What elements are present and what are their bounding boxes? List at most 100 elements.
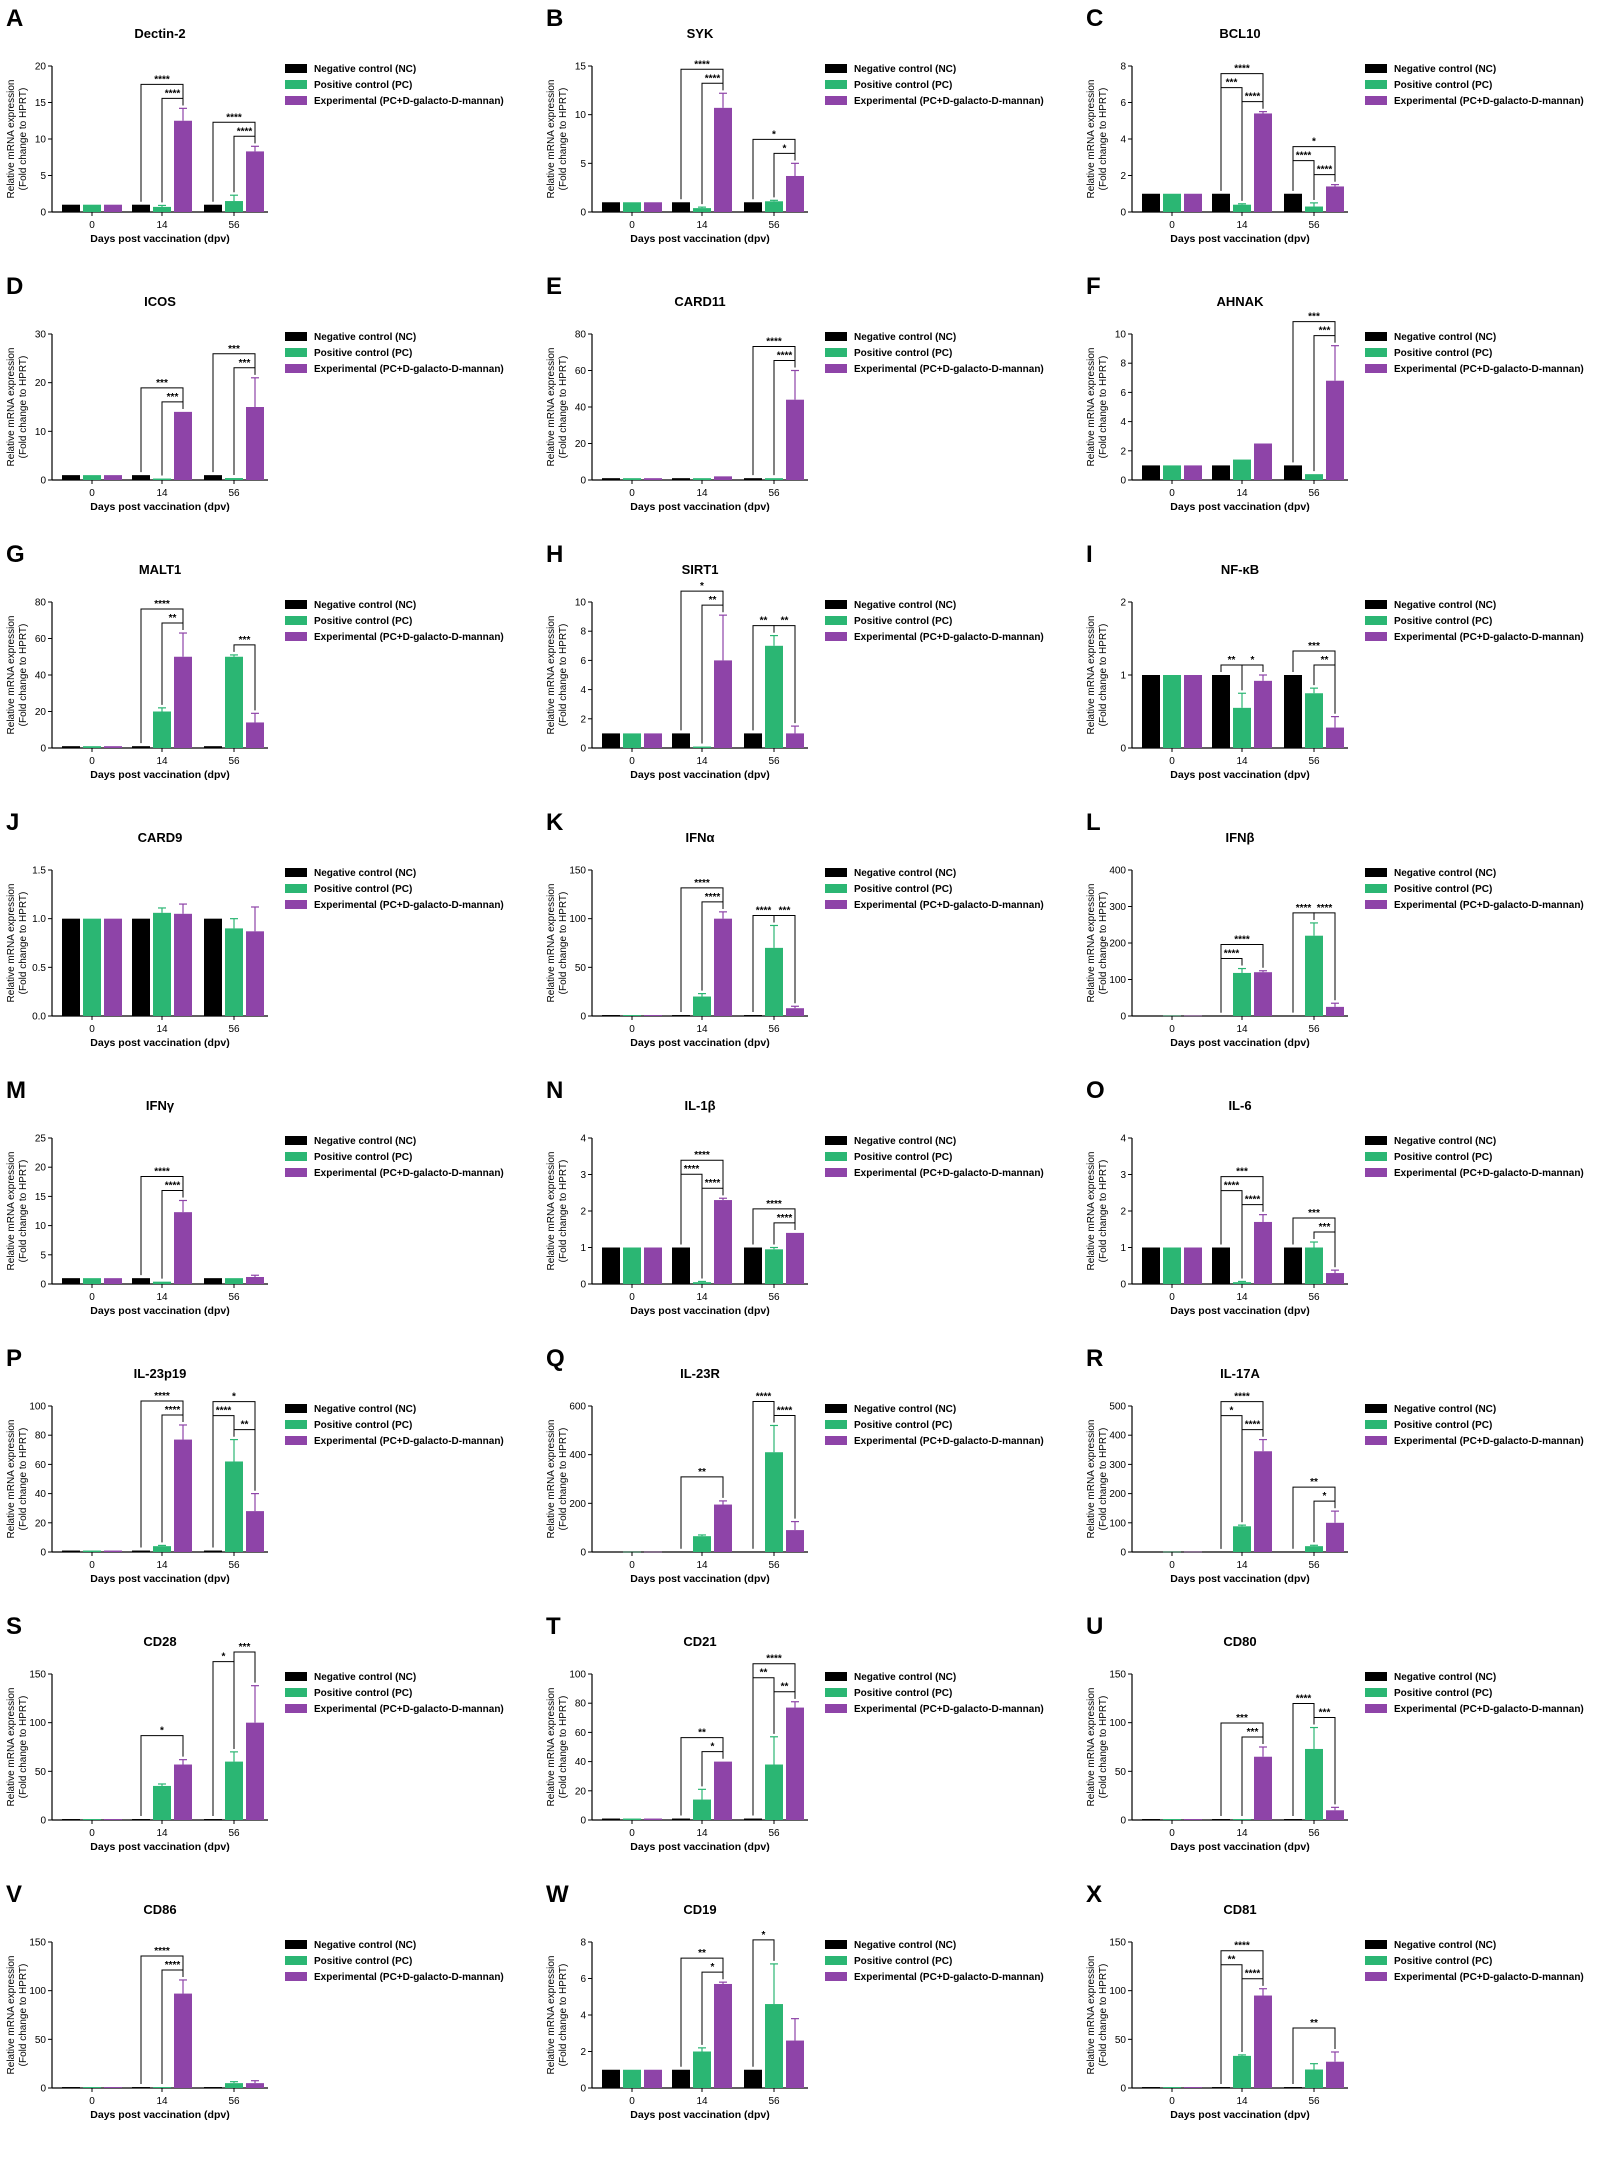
legend-swatch-exp <box>1365 900 1387 909</box>
legend-swatch-exp <box>825 364 847 373</box>
bar-pc-0 <box>1163 1015 1181 1017</box>
y-tick-label: 20 <box>575 439 587 450</box>
bar-exp-14 <box>174 1439 192 1552</box>
bar-exp-56 <box>786 1232 804 1284</box>
significance-bracket <box>233 1429 256 1491</box>
bar-pc-0 <box>623 733 641 748</box>
x-axis-label: Days post vaccination (dpv) <box>90 1573 229 1585</box>
significance-label: ** <box>1228 655 1236 666</box>
legend-label-exp: Experimental (PC+D-galacto-D-mannan) <box>1394 1168 1584 1179</box>
bar-nc-14 <box>672 1818 690 1820</box>
bar-pc-0 <box>1163 1819 1181 1820</box>
bar-nc-14 <box>132 1819 150 1820</box>
significance-label: *** <box>1319 326 1331 337</box>
chart-title: IL-17A <box>1220 1366 1260 1381</box>
y-axis-label-unit: (Fold change to HPRT) <box>1098 1696 1109 1799</box>
legend-label-pc: Positive control (PC) <box>1394 884 1492 895</box>
y-tick-label: 300 <box>1109 1460 1126 1471</box>
significance-label: ** <box>760 1668 768 1679</box>
x-tick-label: 56 <box>228 756 240 767</box>
significance-bracket <box>701 1751 724 1787</box>
y-axis-label: Relative mRNA expression <box>1086 1152 1097 1271</box>
y-tick-label: 4 <box>1120 417 1126 428</box>
bar-pc-14 <box>153 206 171 212</box>
legend-swatch-exp <box>1365 1972 1387 1981</box>
bar-pc-14 <box>153 1281 171 1284</box>
chart-title: CD80 <box>1223 1634 1256 1649</box>
bar-exp-14 <box>714 1983 732 2088</box>
bar-pc-56 <box>1305 693 1323 748</box>
legend-label-nc: Negative control (NC) <box>314 1136 416 1147</box>
bar-nc-0 <box>62 918 80 1016</box>
legend-label-pc: Positive control (PC) <box>854 616 952 627</box>
legend-label-pc: Positive control (PC) <box>854 80 952 91</box>
bar-pc-0 <box>623 478 641 480</box>
chart-panel-v: V CD86 0 50 100 150 Relative mRNA expression (F… <box>0 1880 540 2150</box>
bar-nc-0 <box>602 1015 620 1016</box>
bar-exp-0 <box>644 2069 662 2088</box>
chart-panel-u: U CD80 0 50 100 150 Relative mRNA expression (F… <box>1080 1612 1620 1882</box>
significance-bracket <box>752 138 796 200</box>
y-tick-label: 100 <box>29 1402 46 1413</box>
chart-panel-h: H SIRT1 0 2 4 6 8 10 Relative mRNA expression (Fo… <box>540 540 1080 810</box>
legend-label-nc: Negative control (NC) <box>854 1136 956 1147</box>
chart-svg: U CD80 0 50 100 150 Relative mRNA expression (F… <box>1086 1613 1584 1853</box>
significance-label: ** <box>698 1948 706 1959</box>
significance-label: *** <box>1236 1713 1248 1724</box>
significance-label: * <box>232 1392 236 1403</box>
chart-title: NF-κB <box>1221 562 1259 577</box>
significance-label: ** <box>241 1420 249 1431</box>
legend-swatch-exp <box>1365 1704 1387 1713</box>
y-axis-label-unit: (Fold change to HPRT) <box>558 88 569 191</box>
bar-pc-14 <box>153 1546 171 1552</box>
bar-exp-56 <box>1326 186 1344 212</box>
legend-swatch-nc <box>825 64 847 73</box>
x-axis-label: Days post vaccination (dpv) <box>1170 1841 1309 1853</box>
significance-bracket <box>140 1175 184 1276</box>
legend-label-pc: Positive control (PC) <box>854 1152 952 1163</box>
bar-pc-14 <box>693 996 711 1016</box>
significance-label: *** <box>779 905 791 916</box>
y-tick-label: 100 <box>1109 1986 1126 1997</box>
y-tick-label: 100 <box>1109 975 1126 986</box>
bar-nc-0 <box>62 1819 80 1820</box>
significance-bracket <box>212 121 256 202</box>
bar-nc-56 <box>1284 465 1302 480</box>
significance-bracket <box>1241 1429 1264 1523</box>
significance-label: **** <box>756 1391 772 1402</box>
y-tick-label: 0 <box>580 1280 586 1291</box>
bar-pc-56 <box>225 928 243 1016</box>
bar-exp-56 <box>246 1722 264 1820</box>
y-tick-label: 200 <box>1109 939 1126 950</box>
significance-bracket <box>680 1957 724 2067</box>
chart-title: IL-1β <box>684 1098 715 1113</box>
y-tick-label: 600 <box>569 1402 586 1413</box>
x-tick-label: 56 <box>228 1560 240 1571</box>
significance-bracket <box>773 152 796 198</box>
x-tick-label: 0 <box>89 1828 95 1839</box>
significance-label: **** <box>694 59 710 70</box>
legend-swatch-exp <box>1365 1436 1387 1445</box>
x-tick-label: 14 <box>156 1828 168 1839</box>
significance-bracket <box>701 82 724 205</box>
y-tick-label: 500 <box>1109 1402 1126 1413</box>
bar-pc-56 <box>765 201 783 212</box>
legend-label-nc: Negative control (NC) <box>314 1404 416 1415</box>
bar-exp-56 <box>786 2040 804 2088</box>
legend-swatch-pc <box>1365 616 1387 625</box>
y-tick-label: 150 <box>29 1938 46 1949</box>
legend-swatch-nc <box>285 1404 307 1413</box>
bar-pc-14 <box>1233 972 1251 1016</box>
legend-swatch-exp <box>825 900 847 909</box>
y-tick-label: 50 <box>35 1767 47 1778</box>
bar-exp-0 <box>1184 193 1202 212</box>
chart-title: IFNγ <box>146 1098 175 1113</box>
y-tick-label: 0 <box>40 476 46 487</box>
y-axis-label-unit: (Fold change to HPRT) <box>18 624 29 727</box>
legend-label-exp: Experimental (PC+D-galacto-D-mannan) <box>314 1972 504 1983</box>
x-tick-label: 0 <box>629 488 635 499</box>
significance-label: **** <box>705 1178 721 1189</box>
bar-exp-56 <box>1326 1006 1344 1016</box>
bar-exp-14 <box>174 1212 192 1284</box>
panel-letter: B <box>546 5 563 32</box>
